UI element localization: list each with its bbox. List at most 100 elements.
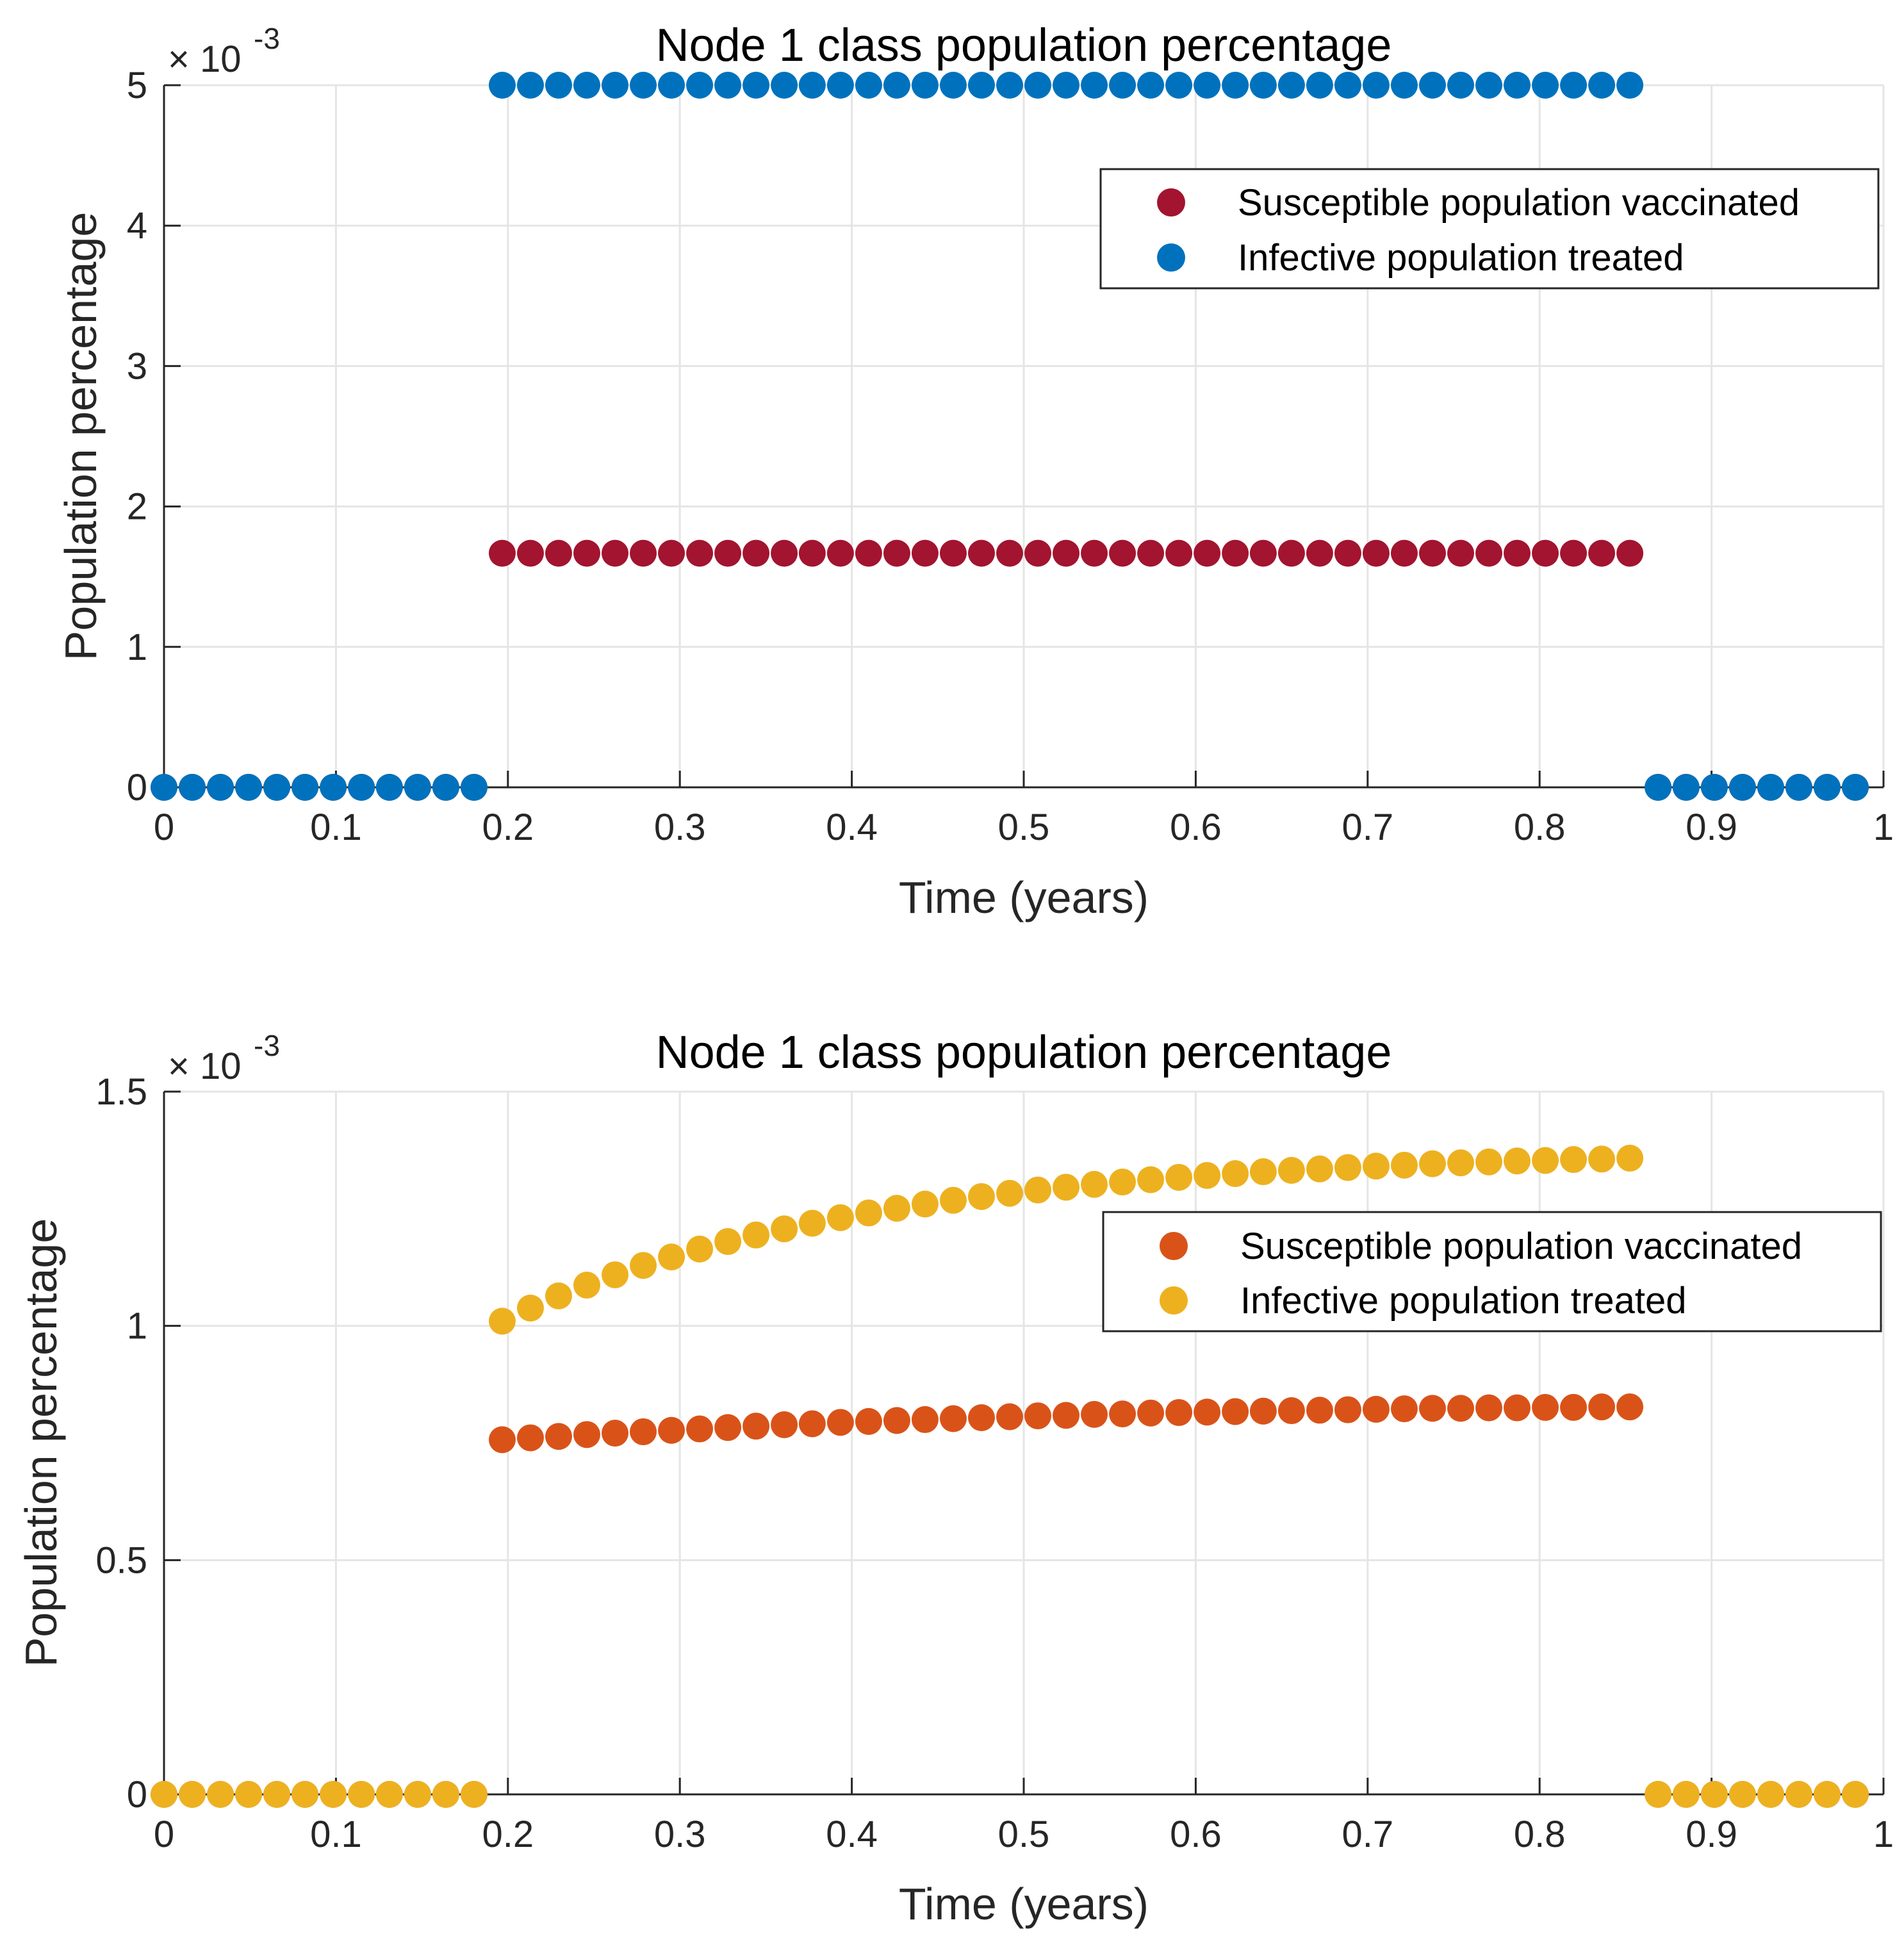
- top-data-point: [1334, 539, 1361, 567]
- bottom-data-point: [1306, 1397, 1333, 1424]
- bottom-data-point: [967, 1404, 995, 1432]
- top-y-tick-label: 2: [127, 486, 147, 528]
- bottom-data-point: [1053, 1174, 1080, 1201]
- bottom-data-point: [743, 1221, 770, 1249]
- top-data-point: [1645, 774, 1672, 801]
- bottom-y-axis-label: Population percentage: [16, 1218, 66, 1668]
- top-data-point: [1588, 539, 1616, 567]
- top-data-point: [1504, 72, 1531, 99]
- top-data-point: [207, 774, 234, 801]
- top-data-point: [1504, 539, 1531, 567]
- top-exponent-power: -3: [254, 22, 280, 55]
- top-data-point: [911, 539, 939, 567]
- bottom-data-point: [1362, 1152, 1390, 1180]
- top-x-tick-label: 0.7: [1342, 807, 1393, 848]
- top-data-point: [1277, 72, 1305, 99]
- top-data-point: [1277, 539, 1305, 567]
- bottom-data-point: [630, 1252, 657, 1279]
- bottom-data-point: [1053, 1402, 1080, 1429]
- top-data-point: [545, 539, 572, 567]
- bottom-data-point: [1137, 1166, 1165, 1193]
- top-data-point: [658, 539, 685, 567]
- bottom-data-point: [1277, 1156, 1305, 1184]
- top-data-point: [826, 72, 854, 99]
- bottom-data-point: [714, 1228, 742, 1256]
- bottom-data-point: [1418, 1150, 1446, 1177]
- top-x-tick-label: 0.8: [1514, 807, 1566, 848]
- top-data-point: [1081, 539, 1108, 567]
- bottom-x-tick-label: 0.4: [826, 1814, 878, 1855]
- bottom-series-infective: [151, 1144, 1869, 1808]
- bottom-legend-marker-susceptible: [1160, 1232, 1188, 1260]
- top-data-point: [826, 539, 854, 567]
- top-x-tick-label: 0.1: [310, 807, 362, 848]
- top-legend: Susceptible population vaccinated Infect…: [1099, 168, 1880, 290]
- top-data-point: [686, 72, 714, 99]
- top-data-point: [488, 72, 516, 99]
- bottom-data-point: [630, 1418, 657, 1445]
- bottom-data-point: [855, 1407, 882, 1435]
- bottom-y-tick-label: 1: [127, 1306, 147, 1347]
- top-data-point: [602, 539, 629, 567]
- bottom-data-point: [1334, 1154, 1361, 1181]
- top-data-point: [460, 774, 488, 801]
- top-data-point: [1700, 774, 1728, 801]
- top-data-point: [743, 72, 770, 99]
- top-data-point: [714, 539, 742, 567]
- top-x-tick-label: 0.6: [1170, 807, 1222, 848]
- top-data-point: [1560, 539, 1588, 567]
- bottom-x-tick-label: 0.1: [310, 1814, 362, 1855]
- top-data-point: [151, 774, 177, 801]
- bottom-data-point: [743, 1413, 770, 1440]
- bottom-data-point: [602, 1261, 629, 1288]
- top-data-point: [1475, 539, 1503, 567]
- top-data-point: [996, 72, 1023, 99]
- bottom-data-point: [1475, 1148, 1503, 1176]
- bottom-data-point: [488, 1308, 516, 1335]
- bottom-data-point: [1222, 1160, 1249, 1187]
- top-data-point: [1024, 72, 1052, 99]
- bottom-data-point: [826, 1409, 854, 1436]
- top-data-point: [1418, 539, 1446, 567]
- top-data-point: [545, 72, 572, 99]
- top-data-point: [573, 72, 600, 99]
- top-data-point: [1447, 539, 1475, 567]
- top-data-point: [1757, 774, 1784, 801]
- top-data-point: [743, 539, 770, 567]
- bottom-x-tick-label: 0.2: [482, 1814, 534, 1855]
- top-data-point: [1053, 539, 1080, 567]
- top-data-point: [967, 539, 995, 567]
- bottom-data-point: [1249, 1158, 1277, 1186]
- top-data-point: [1165, 539, 1193, 567]
- top-data-point: [1249, 72, 1277, 99]
- top-data-point: [1588, 72, 1616, 99]
- bottom-data-point: [1194, 1161, 1221, 1189]
- bottom-data-point: [658, 1416, 685, 1444]
- bottom-x-axis-label: Time (years): [899, 1879, 1149, 1929]
- bottom-chart: 0 0.1 0.2 0.3 0.4 0.5 0.6 0.7 0.8 0.9 1 0 0.5 1 1.5 No…: [16, 1027, 1894, 1929]
- top-y-tick-label: 1: [127, 627, 147, 668]
- bottom-series: [151, 1144, 1869, 1808]
- bottom-data-point: [771, 1215, 798, 1243]
- top-data-point: [375, 774, 403, 801]
- bottom-data-point: [1757, 1781, 1784, 1808]
- bottom-data-point: [771, 1411, 798, 1438]
- bottom-x-tick-label: 0.9: [1686, 1814, 1737, 1855]
- top-legend-box: [1099, 168, 1880, 290]
- bottom-data-point: [375, 1781, 403, 1808]
- bottom-data-point: [1616, 1393, 1644, 1421]
- bottom-data-point: [1024, 1176, 1052, 1204]
- top-data-point: [488, 539, 516, 567]
- bottom-data-point: [1447, 1149, 1475, 1177]
- bottom-data-point: [1137, 1399, 1165, 1427]
- bottom-data-point: [263, 1781, 291, 1808]
- top-data-point: [686, 539, 714, 567]
- top-data-point: [235, 774, 263, 801]
- bottom-data-point: [686, 1415, 714, 1443]
- bottom-data-point: [545, 1282, 572, 1309]
- top-y-tick-label: 0: [127, 767, 147, 808]
- bottom-data-point: [883, 1195, 910, 1222]
- bottom-data-point: [1475, 1394, 1503, 1422]
- top-x-axis-label: Time (years): [899, 873, 1149, 922]
- top-data-point: [1728, 774, 1756, 801]
